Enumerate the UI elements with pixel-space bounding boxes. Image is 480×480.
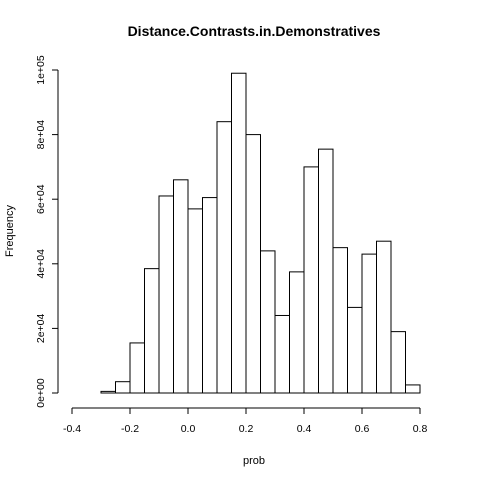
x-tick-label: 0.6	[355, 423, 370, 435]
histogram-bar	[347, 306, 363, 394]
histogram-bar	[260, 250, 276, 394]
histogram-bar	[100, 390, 116, 394]
histogram-bar	[216, 121, 232, 394]
x-axis: -0.4 -0.2 0.0 0.2 0.4 0.6 0.8	[63, 407, 428, 435]
histogram-bar	[129, 342, 145, 394]
histogram-bar	[274, 314, 290, 394]
histogram-bar	[202, 197, 218, 394]
x-tick-label: 0.4	[297, 423, 312, 435]
histogram-bar	[173, 179, 189, 394]
histogram-bar	[187, 208, 203, 394]
y-tick-label: 0e+00	[35, 378, 47, 408]
x-tick-label: -0.2	[121, 423, 139, 435]
histogram-bar	[245, 134, 261, 394]
histogram-bar	[318, 148, 334, 394]
histogram-bar	[115, 381, 131, 394]
x-tick-label: 0.8	[413, 423, 428, 435]
histogram-bar	[332, 247, 348, 394]
x-tick-label: -0.4	[63, 423, 81, 435]
bars-group	[100, 72, 421, 394]
histogram-bar	[158, 195, 174, 394]
y-tick-label: 2e+04	[35, 313, 47, 343]
y-tick-label: 1e+05	[35, 55, 47, 85]
y-tick-label: 8e+04	[35, 120, 47, 150]
histogram-bar	[361, 253, 377, 394]
y-tick-label: 6e+04	[35, 184, 47, 214]
histogram-bar	[390, 331, 406, 394]
histogram-bar	[376, 240, 392, 394]
x-tick-label: 0.0	[181, 423, 196, 435]
histogram-bar	[231, 72, 247, 394]
histogram-bar	[303, 166, 319, 394]
x-axis-label: prob	[243, 455, 265, 467]
y-tick-label: 4e+04	[35, 249, 47, 279]
histogram-bar	[144, 268, 160, 394]
histogram-bar	[405, 384, 421, 394]
y-axis: 0e+00 2e+04 4e+04 6e+04 8e+04 1e+05	[35, 55, 59, 408]
chart-title: Distance.Contrasts.in.Demonstratives	[128, 23, 381, 39]
histogram-bar	[289, 271, 305, 394]
y-axis-label: Frequency	[4, 205, 16, 257]
x-tick-label: 0.2	[239, 423, 254, 435]
